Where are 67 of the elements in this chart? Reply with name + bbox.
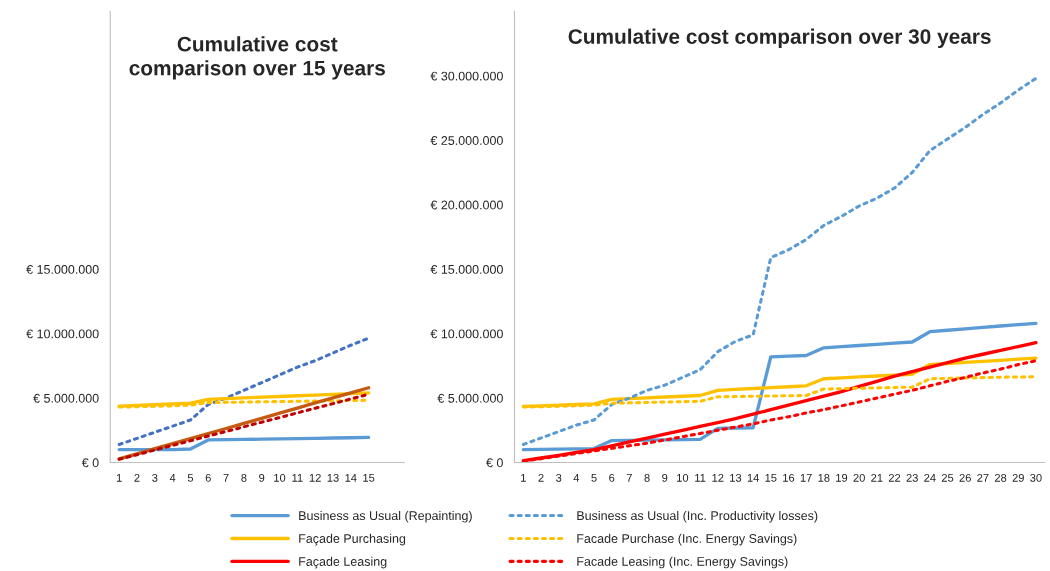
x-tick-label: 11: [292, 474, 303, 482]
x-tick-label: 4: [573, 474, 580, 482]
x-tick-label: 4: [169, 474, 176, 482]
x-tick-label: 8: [241, 473, 247, 482]
x-tick-label: 20: [853, 473, 865, 482]
legend-label: Business as Usual (Repainting): [299, 510, 472, 523]
x-tick-label: 1: [116, 474, 122, 482]
x-tick-label: 21: [871, 473, 883, 482]
x-tick-label: 27: [977, 473, 989, 482]
x-tick-label: 7: [223, 474, 229, 482]
line-series: [117, 336, 371, 446]
text: Cumulative cost comparison over 15 years: [129, 36, 385, 80]
x-tick-label: 5: [187, 474, 194, 482]
text: Cumulative cost comparison over 30 years: [568, 28, 991, 49]
x-tick-label: 13: [327, 473, 339, 482]
x-tick-label: 29: [1012, 473, 1024, 482]
x-tick-label: 24: [924, 473, 936, 482]
legend-label: Facade Leasing (Inc. Energy Savings): [577, 556, 788, 569]
x-tick-label: 12: [309, 473, 321, 482]
legend-label: Façade Leasing: [299, 556, 387, 569]
y-tick-label: € 10.000.000: [430, 329, 503, 339]
y-tick-label: € 20.000.000: [430, 200, 503, 210]
legend-label: Facade Purchase (Inc. Energy Savings): [577, 533, 797, 546]
y-tick-label: € 15.000.000: [26, 264, 99, 274]
x-tick-label: 15: [765, 474, 777, 482]
x-tick-label: 2: [134, 473, 140, 482]
y-tick-label: € 10.000.000: [26, 329, 99, 339]
x-tick-label: 12: [712, 473, 724, 482]
y-tick-label: € 0: [486, 458, 503, 468]
x-tick-label: 2: [538, 473, 544, 482]
x-tick-label: 6: [205, 473, 211, 482]
y-tick-label: € 5.000.000: [437, 393, 503, 403]
x-tick-label: 3: [152, 473, 158, 482]
x-tick-label: 10: [677, 473, 689, 482]
x-tick-label: 18: [818, 473, 830, 482]
x-tick-label: 9: [662, 473, 668, 482]
x-tick-label: 15: [363, 474, 375, 482]
x-tick-label: 10: [274, 473, 286, 482]
line-series: [117, 435, 371, 452]
x-tick-label: 14: [345, 474, 357, 482]
x-tick-label: 26: [959, 473, 971, 482]
x-tick-label: 6: [609, 473, 615, 482]
x-tick-label: 23: [906, 473, 918, 482]
x-tick-label: 28: [994, 473, 1007, 482]
x-tick-label: 11: [695, 474, 706, 482]
line-series: [521, 76, 1038, 446]
y-tick-label: € 30.000.000: [430, 71, 503, 81]
x-tick-label: 13: [730, 473, 742, 482]
x-tick-label: 3: [556, 473, 562, 482]
y-tick-label: € 25.000.000: [430, 136, 503, 145]
x-tick-label: 5: [591, 474, 597, 482]
legend-label: Façade Purchasing: [299, 533, 406, 546]
x-tick-label: 1: [521, 474, 526, 482]
y-tick-label: € 5.000.000: [33, 393, 99, 403]
x-tick-label: 25: [941, 473, 954, 482]
x-tick-label: 19: [836, 473, 848, 482]
y-tick-label: € 0: [81, 458, 99, 468]
x-tick-label: 22: [888, 473, 901, 482]
x-tick-label: 16: [783, 473, 795, 482]
y-tick-label: € 15.000.000: [430, 264, 503, 274]
x-tick-label: 8: [644, 473, 650, 482]
x-tick-label: 9: [259, 473, 265, 482]
x-tick-label: 17: [800, 474, 812, 482]
x-tick-label: 7: [626, 474, 632, 482]
legend-label: Business as Usual (Inc. Productivity losses): [577, 510, 818, 523]
x-tick-label: 30: [1030, 473, 1042, 482]
x-tick-label: 14: [747, 474, 759, 482]
